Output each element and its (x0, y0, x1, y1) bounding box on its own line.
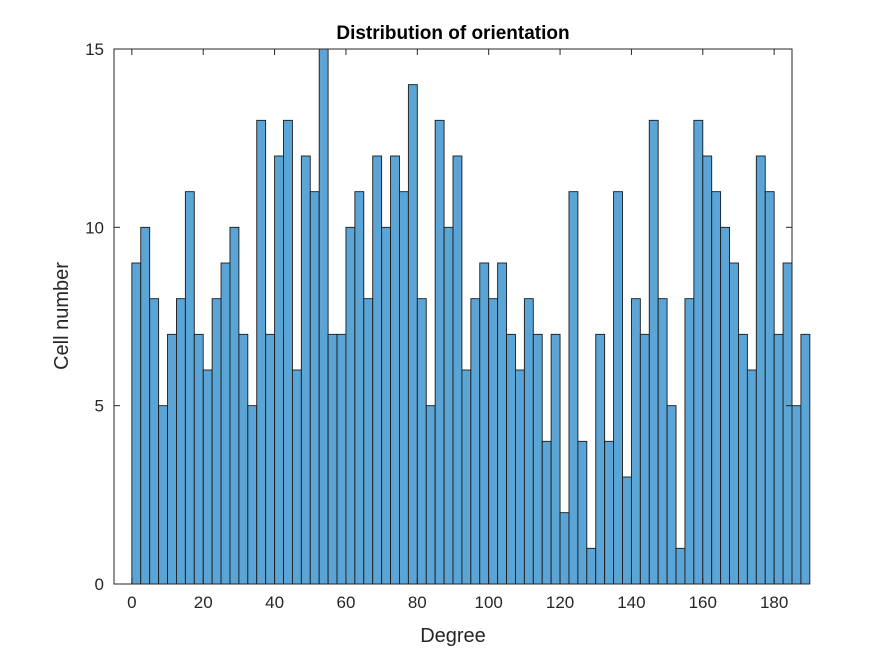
histogram-bar (345, 226, 356, 585)
histogram-bar (247, 405, 258, 585)
histogram-bar (702, 155, 713, 585)
histogram-bar (452, 155, 463, 585)
histogram-bar (211, 298, 222, 585)
histogram-bar (140, 226, 151, 585)
histogram-bar (622, 476, 632, 585)
histogram-bar (238, 333, 249, 585)
histogram-bar (416, 298, 427, 585)
histogram-bar (184, 191, 195, 585)
histogram-bar (514, 369, 525, 585)
histogram-bar (461, 369, 472, 585)
x-tick-label: 60 (336, 593, 355, 612)
histogram-bar (300, 155, 311, 585)
histogram-bar (693, 119, 704, 585)
histogram-bar (256, 119, 267, 585)
histogram-bar (506, 333, 516, 585)
histogram-bar (167, 333, 177, 585)
histogram-bar (327, 333, 338, 585)
histogram-bar (764, 191, 775, 585)
x-tick-label: 0 (127, 593, 136, 612)
histogram-bar (220, 262, 231, 585)
histogram-bar (532, 333, 543, 585)
histogram-bar (309, 191, 320, 585)
x-ticks-group: 0 20 40 60 80 100 120 140 160 180 (127, 49, 788, 612)
histogram-bar (407, 84, 418, 585)
histogram-bar (604, 440, 615, 585)
x-tick-label: 140 (617, 593, 645, 612)
plot-frame (113, 48, 793, 585)
histogram-bar (773, 333, 784, 585)
histogram-bar (630, 298, 641, 585)
histogram-bar (443, 226, 454, 585)
histogram-bar (497, 262, 507, 585)
histogram-bar (479, 262, 490, 585)
histogram-bar (470, 298, 481, 585)
y-tick-label: 10 (85, 218, 104, 237)
histogram-bar (729, 262, 739, 585)
x-tick-label: 160 (689, 593, 717, 612)
histogram-bar (800, 333, 811, 585)
histogram-bar (434, 119, 445, 585)
histogram-bar (381, 226, 392, 585)
histogram-bar (550, 333, 561, 585)
histogram-bar (586, 547, 597, 585)
histogram-bar (202, 369, 213, 585)
histogram-bar (193, 333, 204, 585)
histogram-bar (559, 512, 570, 585)
y-tick-label: 5 (95, 397, 104, 416)
histogram-bar (390, 155, 400, 585)
histogram-bar (523, 298, 534, 585)
chart-title: Distribution of orientation (336, 23, 569, 44)
x-tick-label: 100 (474, 593, 502, 612)
y-axis-label: Cell number (51, 262, 73, 370)
histogram-bar (131, 262, 142, 585)
histogram-bar (639, 333, 650, 585)
histogram-bar (336, 333, 347, 585)
histogram-bar (738, 333, 748, 585)
histogram-bar (175, 298, 186, 585)
histogram-bar (318, 48, 329, 585)
histogram-bar (711, 191, 722, 585)
histogram-bar (657, 298, 668, 585)
histogram-bar (577, 440, 588, 585)
histogram-bar (425, 405, 436, 585)
histogram-bar (229, 226, 240, 585)
histogram-bar (595, 333, 606, 585)
x-tick-label: 20 (194, 593, 213, 612)
histogram-bar (675, 547, 686, 585)
y-tick-label: 15 (85, 40, 104, 59)
histogram-bar (746, 369, 757, 585)
histogram-bar (755, 155, 766, 585)
histogram-bar (648, 119, 659, 585)
histogram-bar (782, 262, 793, 585)
histogram-bar (684, 298, 695, 585)
histogram-bar (791, 405, 802, 585)
histogram-bar (283, 119, 293, 585)
histogram-bar (149, 298, 160, 585)
histogram-bar (613, 191, 623, 585)
x-axis-label: Degree (420, 625, 486, 647)
histogram-bar (488, 298, 499, 585)
bars-group (131, 48, 811, 585)
histogram-bar (541, 440, 552, 585)
histogram-bar (265, 333, 276, 585)
x-tick-label: 40 (265, 593, 284, 612)
histogram-bar (568, 191, 579, 585)
histogram-bar (158, 405, 168, 585)
histogram-bar (354, 191, 365, 585)
histogram-bar (291, 369, 302, 585)
x-tick-label: 180 (760, 593, 788, 612)
y-tick-label: 0 (95, 575, 104, 594)
histogram-bar (399, 191, 409, 585)
histogram-bar (274, 155, 284, 585)
histogram-bar (372, 155, 383, 585)
histogram-bar (666, 405, 677, 585)
histogram-bar (363, 298, 374, 585)
x-tick-label: 120 (546, 593, 574, 612)
histogram-bar (720, 226, 731, 585)
x-tick-label: 80 (408, 593, 427, 612)
